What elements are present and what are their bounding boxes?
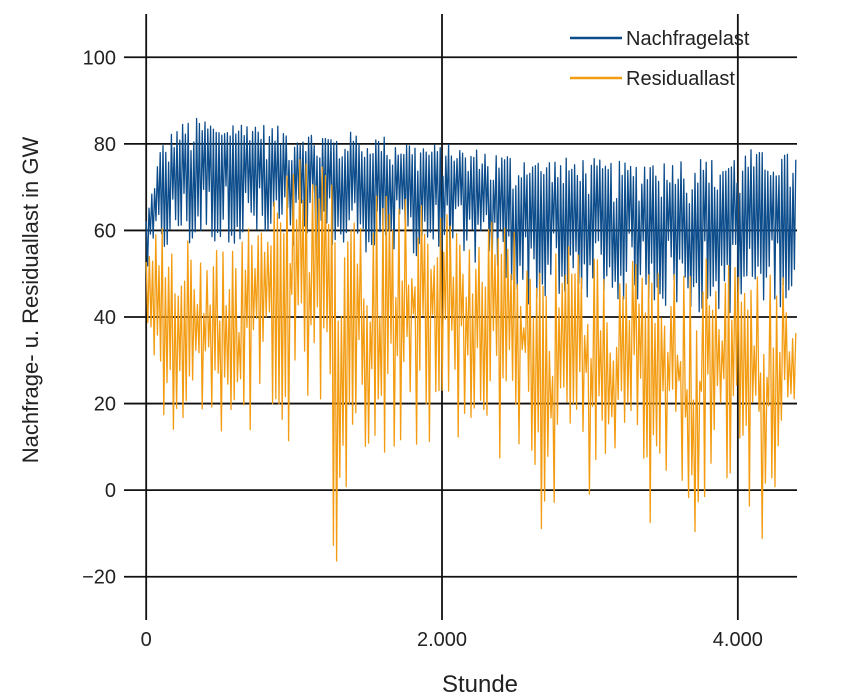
y-tick-label: 60 (94, 220, 116, 242)
x-axis-ticks: 0 2.000 4.000 (141, 629, 763, 651)
legend-label: Nachfragelast (626, 28, 750, 50)
series-line-0 (145, 117, 797, 314)
legend: Nachfragelast Residuallast (570, 28, 750, 90)
y-tick-label: 100 (83, 47, 116, 69)
x-tick-label: 2.000 (417, 629, 467, 651)
y-tick-label: 80 (94, 134, 116, 156)
y-tick-label: 0 (105, 480, 116, 502)
series-layer (145, 117, 797, 562)
x-axis-label: Stunde (442, 671, 518, 698)
y-tick-label: −20 (82, 567, 116, 589)
y-tick-label: 40 (94, 307, 116, 329)
y-axis-label: Nachfrage- u. Residuallast in GW (18, 137, 43, 464)
series-line-1 (145, 159, 797, 562)
y-tick-label: 20 (94, 394, 116, 416)
grid (124, 14, 797, 620)
legend-label: Residuallast (626, 68, 735, 90)
y-axis-ticks: −20 0 20 40 60 80 100 (82, 47, 116, 588)
x-tick-label: 0 (141, 629, 152, 651)
x-tick-label: 4.000 (713, 629, 763, 651)
